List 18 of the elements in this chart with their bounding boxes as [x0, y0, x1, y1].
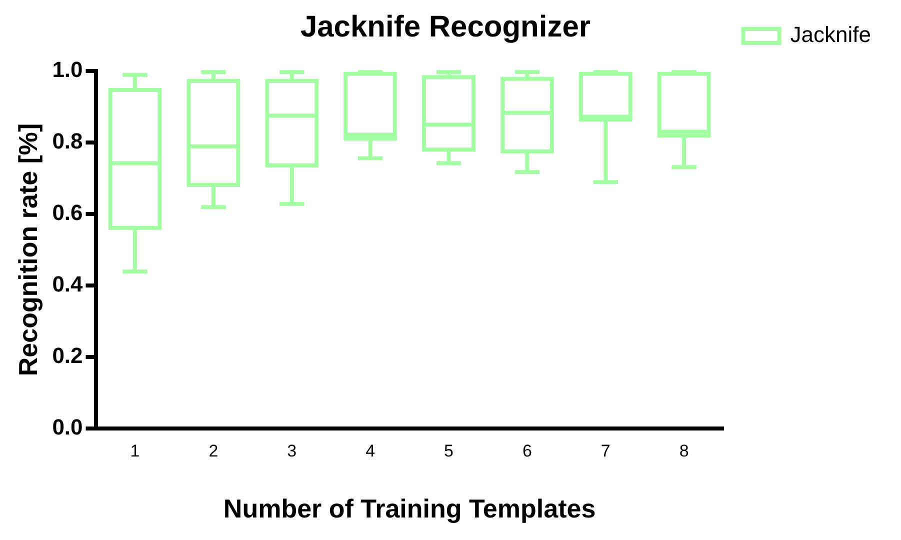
y-tick-label: 0.0 — [52, 414, 83, 440]
y-tick-label: 0.4 — [52, 272, 84, 297]
x-tick-label: 8 — [679, 441, 689, 460]
x-tick-label: 7 — [600, 441, 610, 460]
x-tick-label: 4 — [366, 441, 376, 460]
x-tick-label: 2 — [208, 441, 218, 460]
y-axis-title: Recognition rate [%] — [12, 123, 43, 376]
x-tick-label: 1 — [130, 441, 140, 460]
legend-label: Jacknife — [790, 22, 872, 48]
x-tick-label: 5 — [444, 441, 454, 460]
y-tick-label: 1.0 — [52, 57, 83, 82]
x-tick-label: 3 — [287, 441, 297, 460]
y-tick-label: 0.2 — [52, 342, 83, 368]
x-tick-label: 6 — [522, 441, 532, 460]
y-tick-label: 0.8 — [52, 128, 83, 154]
x-axis-title: Number of Training Templates — [223, 494, 596, 524]
chart-title: Jacknife Recognizer — [300, 10, 591, 44]
y-tick-label: 0.6 — [52, 200, 83, 226]
